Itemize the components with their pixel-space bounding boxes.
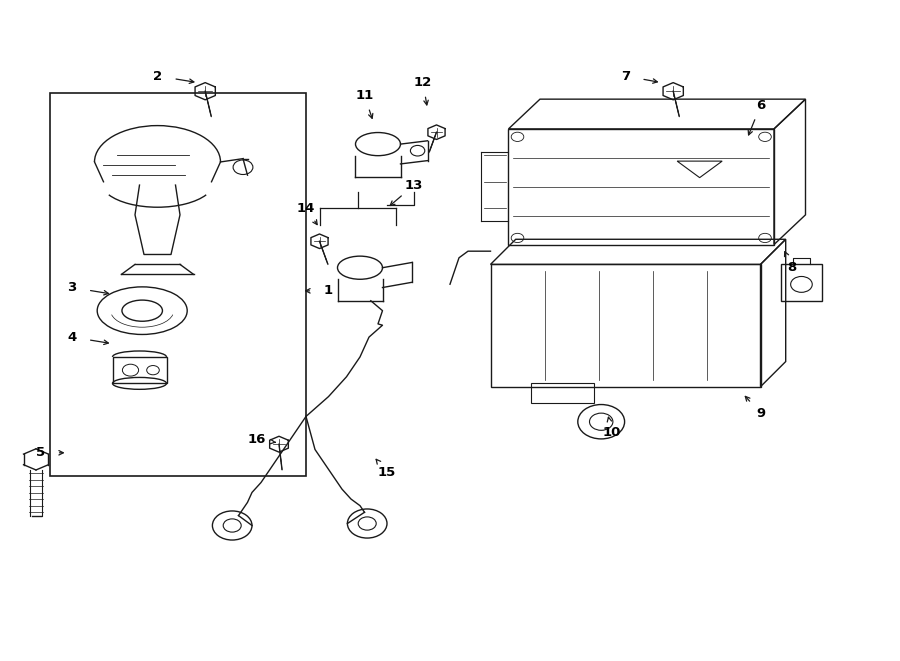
Text: 16: 16	[248, 433, 266, 446]
Bar	[50, 93, 306, 476]
Text: 6: 6	[756, 99, 765, 112]
Bar	[508, 129, 774, 245]
Text: 3: 3	[68, 281, 76, 294]
Bar	[491, 264, 760, 387]
Text: 4: 4	[68, 330, 76, 344]
Text: 9: 9	[756, 407, 765, 420]
Text: 10: 10	[603, 426, 621, 440]
Text: 15: 15	[378, 466, 396, 479]
Text: 13: 13	[405, 178, 423, 192]
Text: 8: 8	[788, 261, 796, 274]
Text: 11: 11	[356, 89, 373, 102]
Bar	[781, 264, 822, 301]
Bar	[112, 357, 166, 383]
Text: 1: 1	[324, 284, 333, 297]
Bar	[531, 383, 594, 403]
Text: 5: 5	[36, 446, 45, 459]
Text: 14: 14	[297, 202, 315, 215]
Text: 12: 12	[414, 76, 432, 89]
Text: 7: 7	[621, 69, 630, 83]
Text: 2: 2	[153, 69, 162, 83]
